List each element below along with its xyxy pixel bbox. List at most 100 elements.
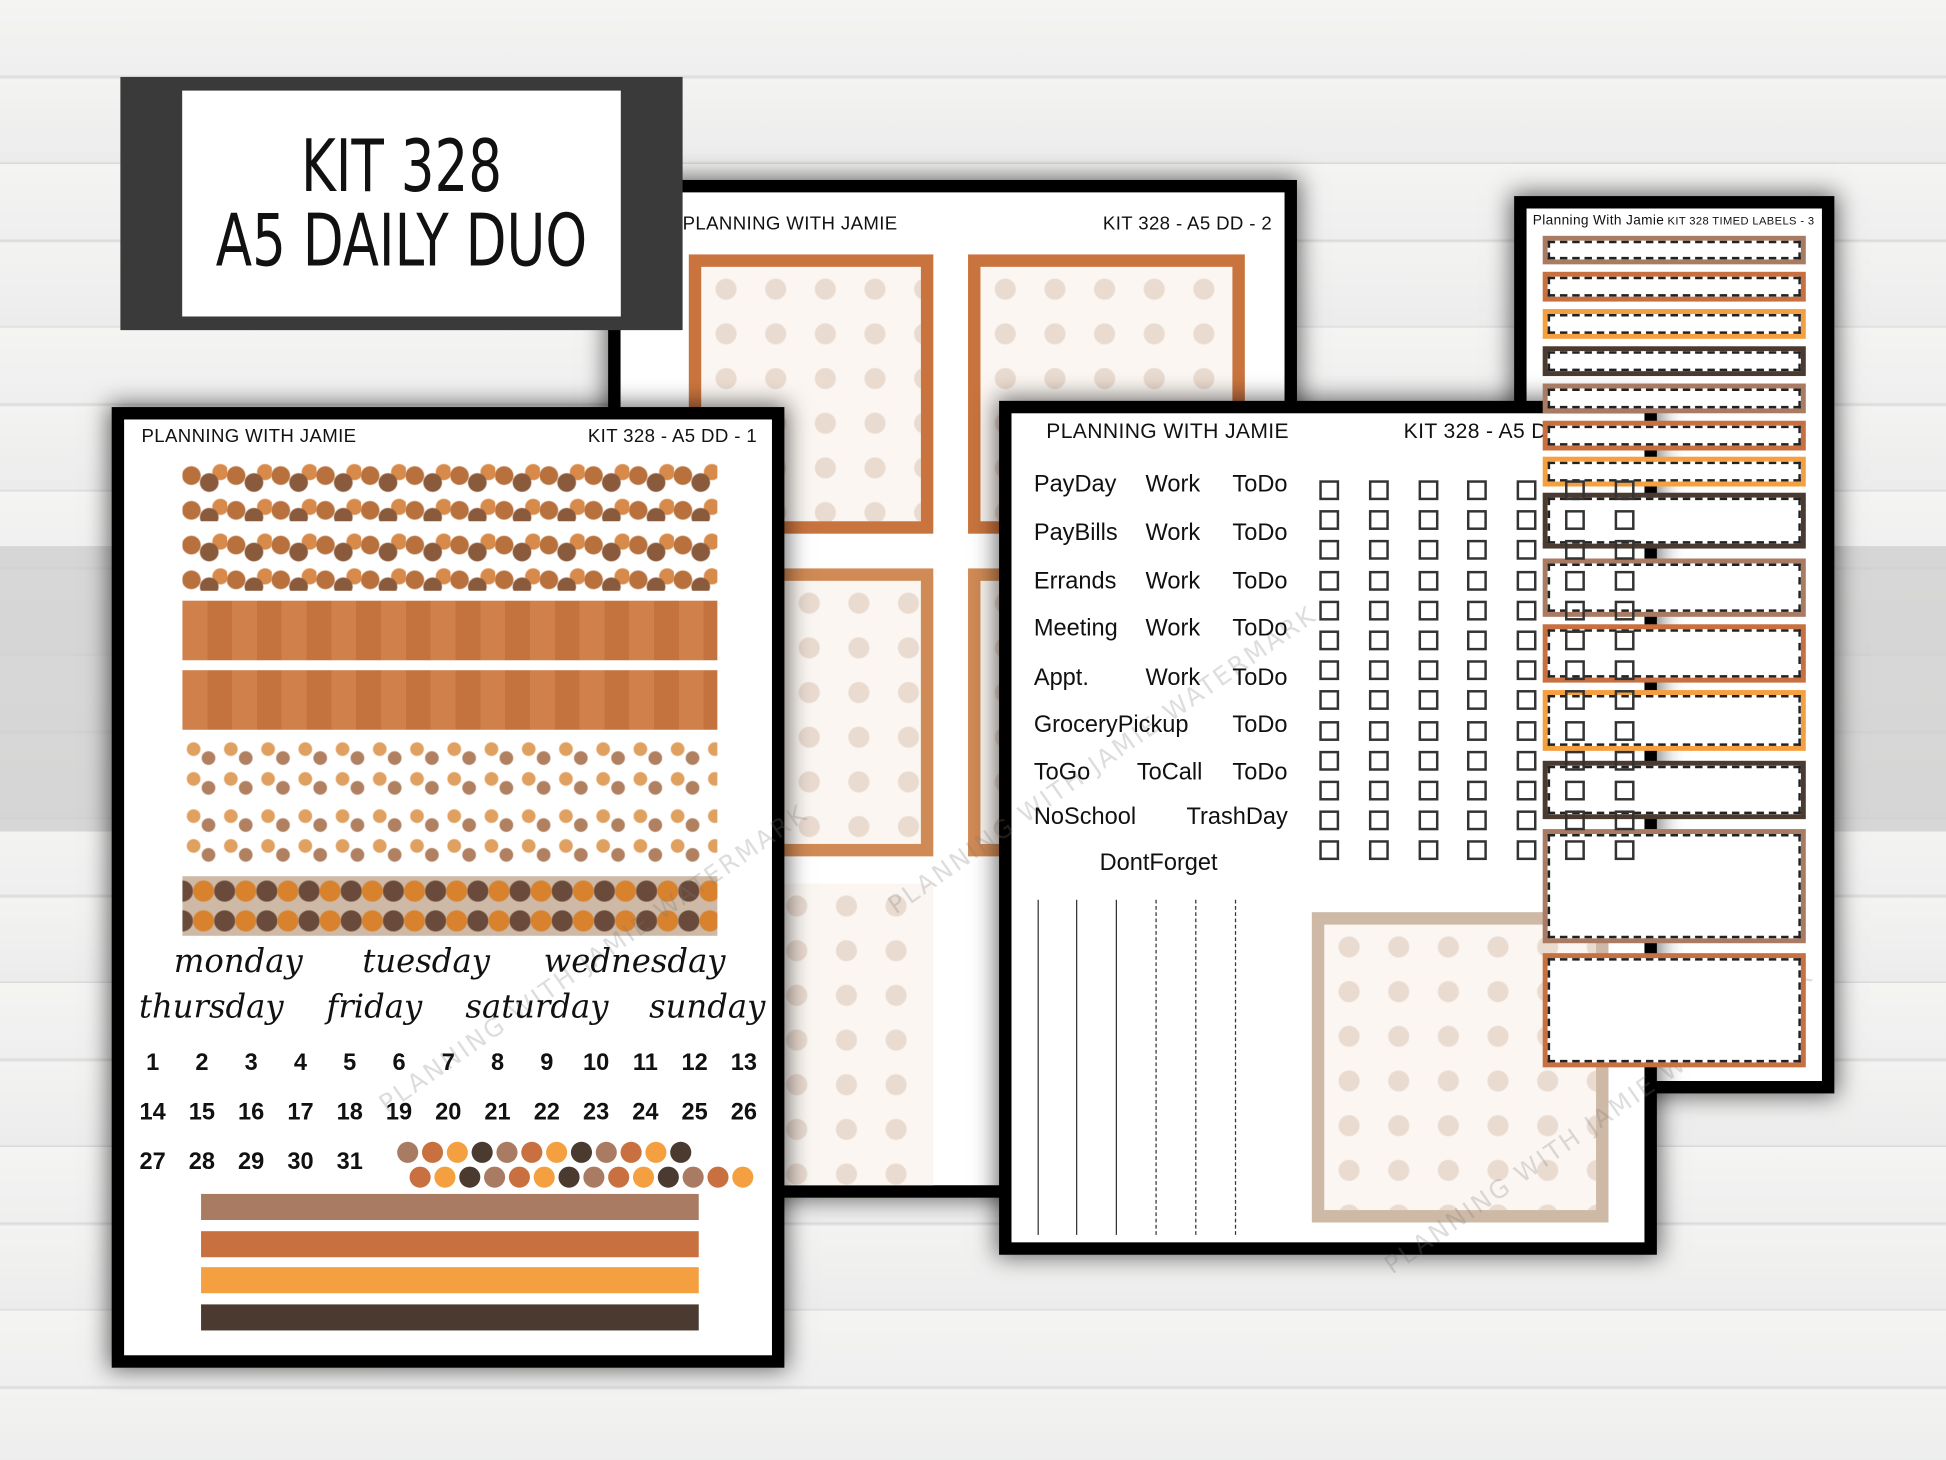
dot-sticker (459, 1166, 481, 1188)
dot-sticker (595, 1141, 617, 1163)
boots-washi-strip (182, 804, 718, 864)
dot-sticker (546, 1141, 568, 1163)
checkbox-sticker (1368, 810, 1389, 831)
dot-sticker (421, 1141, 444, 1163)
line-sticker (1155, 899, 1157, 1235)
checkbox-sticker (1368, 480, 1389, 501)
hello-fall-washi-strip (182, 600, 718, 661)
line-sticker (1076, 899, 1078, 1235)
checkbox-sticker (1418, 840, 1439, 861)
checkbox-sticker (1368, 540, 1389, 561)
checkbox-sticker (1319, 840, 1340, 861)
checkbox-sticker (1565, 690, 1585, 711)
title-line-2: A5 DAILY DUO (215, 198, 588, 283)
checkbox-sticker (1466, 510, 1487, 531)
checkbox-sticker (1614, 540, 1635, 561)
date-number: 31 (336, 1149, 363, 1176)
checkbox-sticker (1418, 630, 1439, 651)
date-number: 2 (195, 1049, 209, 1077)
timed-label-sticker (1542, 456, 1806, 487)
date-number: 30 (287, 1149, 314, 1176)
coffee-cups-washi-strip (182, 876, 718, 936)
checkbox-sticker (1565, 600, 1585, 621)
date-number: 3 (244, 1049, 258, 1077)
checkbox-sticker (1614, 690, 1635, 711)
planner-word-sticker: Work (1145, 615, 1201, 642)
checkbox-sticker (1565, 570, 1585, 591)
checkbox-sticker (1516, 690, 1537, 711)
checkbox-sticker (1516, 510, 1537, 531)
planner-word-sticker: ToDo (1232, 471, 1288, 498)
dot-sticker (434, 1166, 456, 1188)
dot-sticker (446, 1141, 468, 1163)
dot-sticker (657, 1166, 679, 1188)
timed-label-sticker (1542, 420, 1806, 451)
dot-sticker (496, 1141, 518, 1163)
date-number: 5 (343, 1049, 357, 1077)
planner-word-sticker: GroceryPickup (1033, 712, 1189, 739)
checkbox-sticker (1565, 720, 1585, 741)
dot-sticker (583, 1166, 605, 1188)
day-label: thursday (139, 989, 284, 1027)
checkbox-sticker (1466, 600, 1487, 621)
checkbox-sticker (1368, 690, 1389, 711)
day-label: wednesday (543, 943, 726, 981)
dot-sticker (558, 1166, 580, 1188)
checkbox-sticker (1466, 540, 1487, 561)
leaf-washi-strip (182, 531, 718, 591)
date-number: 1 (146, 1049, 160, 1077)
dot-sticker (484, 1166, 506, 1188)
dot-sticker (707, 1166, 729, 1188)
checkbox-sticker (1516, 600, 1537, 621)
planner-word-sticker: Appt. (1033, 665, 1089, 692)
timed-label-sticker (1542, 558, 1806, 617)
color-bar-sticker (201, 1303, 699, 1330)
date-number: 4 (293, 1049, 308, 1077)
day-label: monday (173, 943, 303, 981)
dot-sticker (570, 1141, 593, 1163)
dot-sticker (521, 1141, 543, 1163)
checkbox-sticker (1319, 690, 1340, 711)
checkbox-sticker (1466, 810, 1487, 831)
planner-word-sticker: DontForget (1099, 850, 1218, 877)
date-number: 16 (238, 1099, 265, 1126)
checkbox-sticker (1516, 480, 1537, 501)
checkbox-sticker (1466, 480, 1487, 501)
date-number: 27 (139, 1149, 166, 1176)
checkbox-sticker (1614, 600, 1635, 621)
timed-label-sticker (1542, 383, 1806, 414)
date-number: 10 (582, 1049, 610, 1077)
leaf-washi-strip (182, 461, 718, 522)
dot-sticker (471, 1141, 493, 1163)
checkbox-sticker (1516, 630, 1537, 651)
day-label: saturday (465, 989, 609, 1027)
checkbox-sticker (1466, 660, 1487, 681)
color-bar-sticker (201, 1230, 699, 1257)
checkbox-sticker (1418, 660, 1439, 681)
color-bar-sticker (201, 1267, 699, 1294)
planner-word-sticker: NoSchool (1033, 804, 1137, 831)
checkbox-sticker (1614, 510, 1635, 531)
checkbox-sticker (1614, 840, 1635, 861)
day-label: tuesday (362, 943, 490, 981)
checkbox-sticker (1418, 600, 1439, 621)
checkbox-sticker (1319, 570, 1340, 591)
sheet-brand: Planning With Jamie (1532, 213, 1665, 229)
checkbox-sticker (1466, 780, 1487, 801)
dot-sticker (508, 1166, 530, 1188)
sheet-code: KIT 328 - A5 DD - 1 (587, 425, 758, 447)
dot-sticker (632, 1166, 655, 1188)
date-number: 14 (139, 1099, 166, 1126)
checkbox-sticker (1368, 780, 1389, 801)
checkbox-sticker (1368, 750, 1389, 771)
checkbox-sticker (1565, 510, 1585, 531)
planner-word-sticker: ToDo (1232, 568, 1288, 595)
checkbox-sticker (1319, 510, 1340, 531)
sticker-sheet-4: PLANNING WITH JAMIE KIT 328 - A5 DD - 4 (1011, 413, 1645, 1243)
date-number: 13 (730, 1049, 758, 1077)
planner-word-sticker: Work (1145, 471, 1201, 498)
checkbox-sticker (1565, 660, 1585, 681)
date-number: 21 (484, 1099, 511, 1126)
date-number: 28 (188, 1149, 216, 1176)
checkbox-sticker (1614, 630, 1635, 651)
